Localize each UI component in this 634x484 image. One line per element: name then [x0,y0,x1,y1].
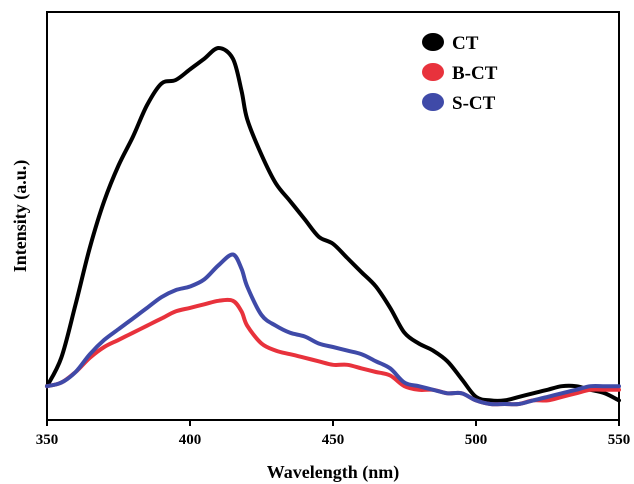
x-tick-label: 400 [179,432,202,448]
x-tick-label: 350 [36,432,59,448]
legend-label-ct: CT [452,33,479,54]
x-axis-title: Wavelength (nm) [267,462,400,483]
x-tick-label: 450 [322,432,345,448]
x-axis-ticks: 350 400 450 500 550 [36,420,631,448]
legend: CT B-CT S-CT [422,33,498,114]
x-tick-label: 500 [465,432,488,448]
series-line-ct [45,46,621,403]
legend-label-s-ct: S-CT [452,93,496,114]
series-lines [45,46,621,407]
legend-label-b-ct: B-CT [452,63,498,84]
legend-marker-ct [422,33,444,51]
x-tick-label: 550 [608,432,631,448]
legend-marker-s-ct [422,93,444,111]
series-line-s-ct [45,252,621,407]
legend-marker-b-ct [422,63,444,81]
y-axis-title: Intensity (a.u.) [10,160,31,273]
series-line-b-ct [45,297,621,407]
plot-frame [46,11,620,421]
